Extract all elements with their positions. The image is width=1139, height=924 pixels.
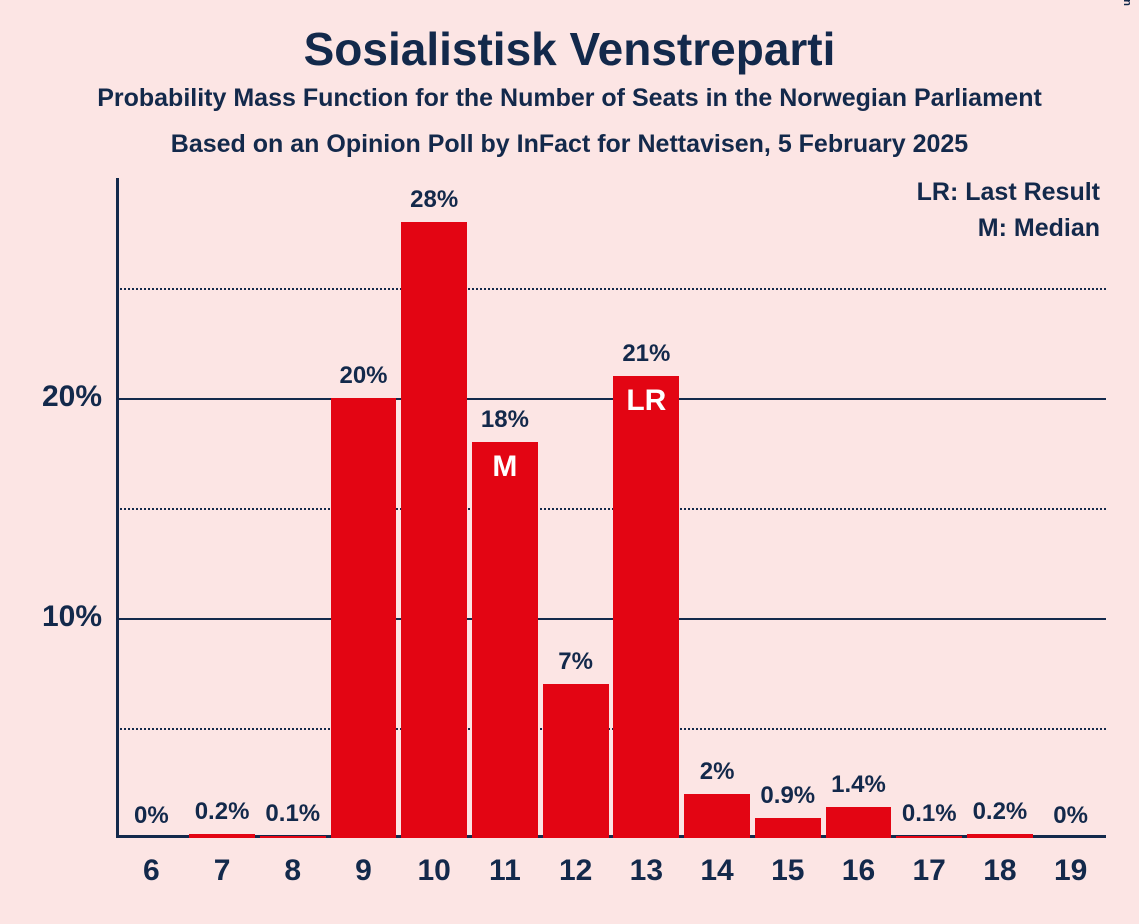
bar-value-label: 20% [314,362,414,390]
chart-subtitle-2: Based on an Opinion Poll by InFact for N… [0,130,1139,159]
bar [401,222,467,838]
y-axis-tick-label: 20% [42,380,102,414]
bar-value-label: 18% [455,406,555,434]
bar [260,836,326,838]
x-axis-tick-label: 18 [965,854,1036,888]
gridline-minor [116,508,1106,510]
bar-annotation: M [472,450,538,484]
gridline-minor [116,288,1106,290]
bar-value-label: 0% [1021,802,1121,830]
x-axis-tick-label: 8 [257,854,328,888]
bar [189,834,255,838]
copyright-label: © 2025 Filip van Laenen [1121,0,1133,6]
x-axis-tick-label: 17 [894,854,965,888]
bar [896,836,962,838]
x-axis-tick-label: 19 [1035,854,1106,888]
x-axis-tick-label: 16 [823,854,894,888]
x-axis-tick-label: 7 [187,854,258,888]
bar-value-label: 28% [384,186,484,214]
bar-annotation: LR [613,384,679,418]
bar [967,834,1033,838]
bar-value-label: 0.1% [243,800,343,828]
bar [543,684,609,838]
x-axis-tick-label: 15 [752,854,823,888]
x-axis-tick-label: 11 [470,854,541,888]
bar-value-label: 1.4% [809,771,909,799]
legend-entry: M: Median [978,214,1100,243]
bar [331,398,397,838]
gridline-major [116,618,1106,620]
x-axis-tick-label: 12 [540,854,611,888]
legend-entry: LR: Last Result [917,178,1100,207]
gridline-minor [116,728,1106,730]
y-axis-tick-label: 10% [42,600,102,634]
bar-value-label: 21% [596,340,696,368]
x-axis-tick-label: 13 [611,854,682,888]
chart-subtitle-1: Probability Mass Function for the Number… [0,84,1139,113]
x-axis-tick-label: 14 [682,854,753,888]
x-axis-tick-label: 9 [328,854,399,888]
bar [755,818,821,838]
bar [472,442,538,838]
plot-area: 10%20%0%60.2%70.1%820%928%1018%M117%1221… [116,178,1106,838]
chart-title: Sosialistisk Venstreparti [0,22,1139,76]
bar-value-label: 7% [526,648,626,676]
gridline-major [116,398,1106,400]
y-axis [116,178,119,838]
x-axis-tick-label: 6 [116,854,187,888]
x-axis-tick-label: 10 [399,854,470,888]
